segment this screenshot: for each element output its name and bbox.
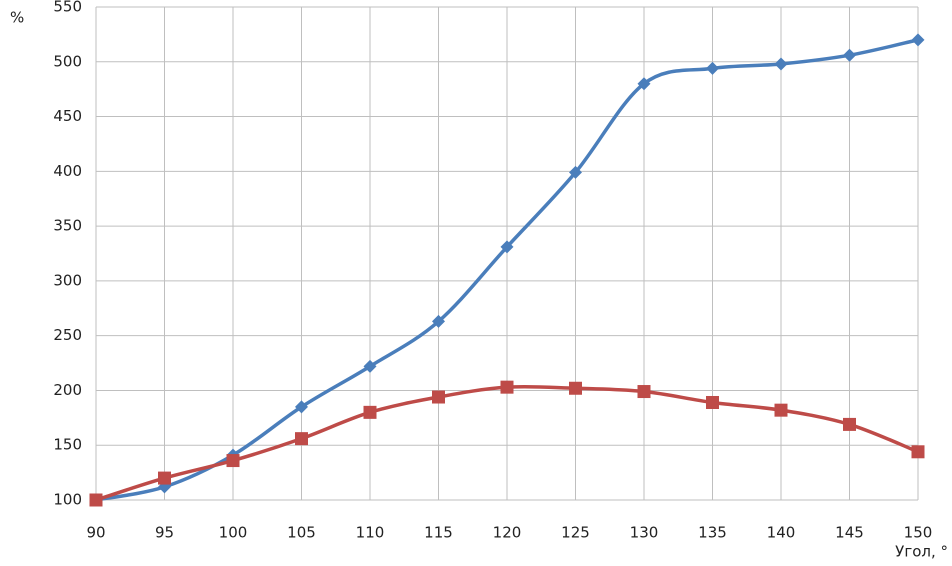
point [569,165,582,179]
point [89,493,103,507]
point [911,33,925,47]
point [843,417,856,431]
x-tick-label: 115 [424,524,453,542]
point [706,61,719,75]
y-axis-label: % [10,9,24,27]
point [843,48,856,62]
y-tick-label: 400 [53,162,82,180]
x-tick-label: 105 [287,524,316,542]
y-tick-label: 150 [53,436,82,454]
point [295,400,308,414]
y-tick-label: 100 [53,491,82,509]
point [911,445,925,459]
point [500,380,514,394]
y-tick-label: 500 [53,52,82,70]
point [500,240,514,254]
y-tick-label: 250 [53,326,82,344]
point [226,454,240,468]
x-tick-label: 130 [630,524,659,542]
y-tick-label: 450 [53,107,82,125]
y-tick-label: 300 [53,271,82,289]
y-tick-label: 550 [53,0,82,16]
x-tick-label: 110 [356,524,385,542]
x-tick-label: 140 [767,524,796,542]
point [295,432,308,446]
x-tick-label: 145 [835,524,864,542]
x-tick-label: 90 [86,524,105,542]
x-tick-label: 125 [561,524,590,542]
point [158,471,171,485]
y-tick-label: 350 [53,217,82,235]
point [774,403,788,417]
point [363,359,377,373]
point [432,390,445,404]
point [637,385,651,399]
point [706,395,719,409]
x-tick-label: 135 [698,524,727,542]
x-tick-label: 95 [155,524,174,542]
x-tick-label: 150 [904,524,933,542]
y-tick-label: 200 [53,381,82,399]
point [774,57,788,71]
point [637,77,651,91]
x-axis-label: Угол, ° [895,543,948,561]
point [363,405,377,419]
point [432,314,445,328]
point [569,381,582,395]
x-tick-label: 120 [493,524,522,542]
x-tick-label: 100 [219,524,248,542]
